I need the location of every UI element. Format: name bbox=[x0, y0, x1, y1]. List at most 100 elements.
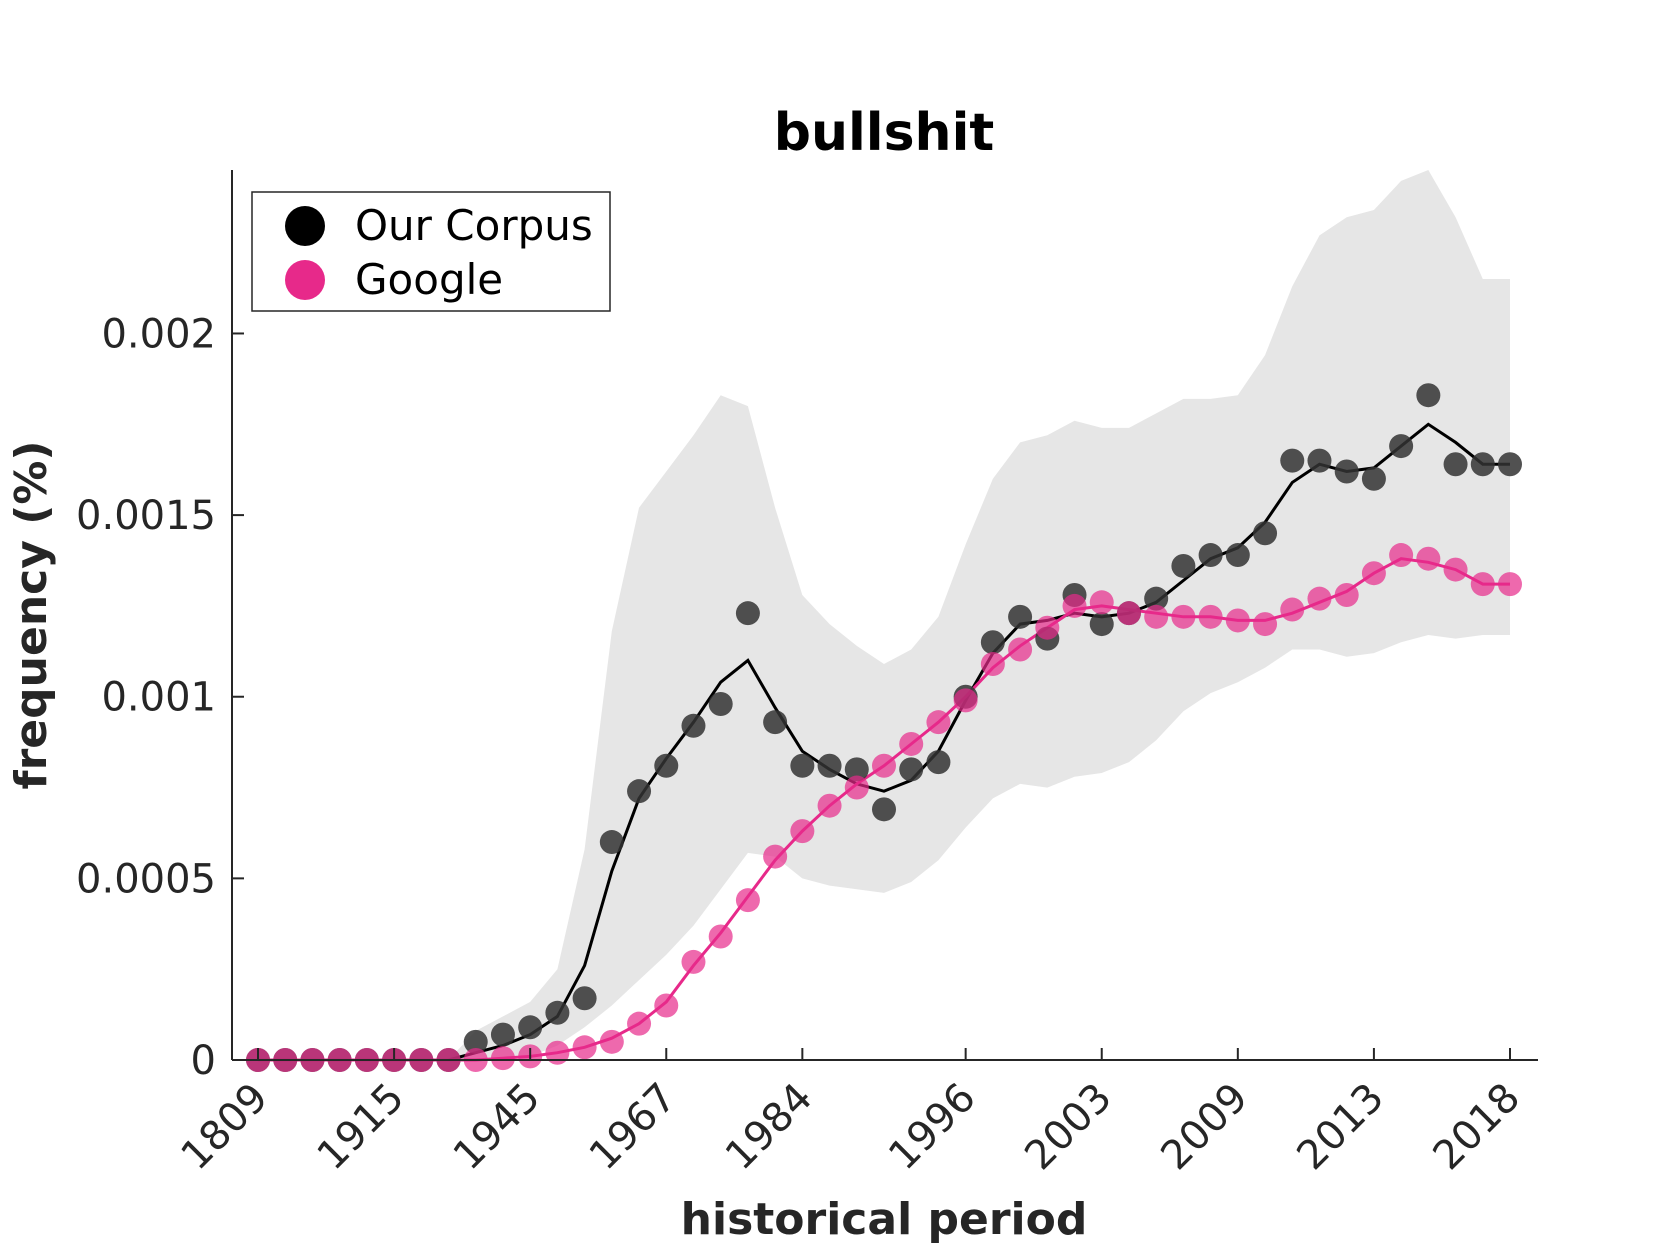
google-point bbox=[735, 888, 760, 913]
our-corpus-point bbox=[708, 692, 733, 716]
our-corpus-point bbox=[1008, 604, 1033, 629]
google-point bbox=[1443, 557, 1468, 582]
y-tick-label: 0.0015 bbox=[76, 493, 216, 539]
our-corpus-point bbox=[1361, 466, 1386, 491]
google-point bbox=[681, 949, 706, 974]
y-ticks: 0 0.0005 0.001 0.0015 0.002 bbox=[76, 311, 244, 1084]
our-corpus-point bbox=[572, 986, 597, 1011]
our-corpus-point bbox=[1253, 521, 1278, 546]
legend-marker-google bbox=[285, 260, 325, 300]
google-point bbox=[1416, 546, 1441, 571]
our-corpus-point bbox=[844, 757, 869, 782]
google-point bbox=[926, 710, 951, 735]
series-point-layer bbox=[246, 383, 1522, 1072]
google-point bbox=[1498, 572, 1522, 597]
google-point bbox=[1280, 597, 1305, 622]
x-tick-label: 2009 bbox=[1152, 1075, 1257, 1180]
our-corpus-point bbox=[1307, 448, 1332, 473]
google-point bbox=[1035, 615, 1060, 640]
y-tick-label: 0.0005 bbox=[76, 856, 216, 902]
our-corpus-point bbox=[1334, 459, 1359, 484]
our-corpus-point bbox=[627, 779, 652, 804]
our-corpus-point bbox=[980, 630, 1005, 655]
x-tick-label: 2003 bbox=[1016, 1075, 1121, 1180]
y-tick-label: 0.002 bbox=[101, 311, 216, 357]
our-corpus-point bbox=[1089, 612, 1114, 637]
our-corpus-point bbox=[1443, 452, 1468, 477]
google-point bbox=[1470, 572, 1495, 597]
google-point bbox=[1225, 608, 1250, 633]
our-corpus-point bbox=[817, 753, 842, 778]
axes bbox=[231, 170, 1538, 1061]
google-point bbox=[1171, 604, 1196, 629]
google-point bbox=[872, 753, 896, 778]
our-corpus-point bbox=[1171, 553, 1196, 578]
google-point bbox=[627, 1011, 652, 1036]
google-point bbox=[490, 1046, 515, 1071]
our-corpus-point bbox=[1198, 543, 1223, 568]
google-point bbox=[545, 1040, 570, 1065]
google-point bbox=[953, 688, 978, 713]
our-corpus-point bbox=[654, 753, 679, 778]
our-corpus-point bbox=[599, 830, 624, 855]
google-point bbox=[980, 652, 1005, 677]
google-point bbox=[599, 1029, 624, 1054]
x-tick-label: 2018 bbox=[1425, 1075, 1530, 1180]
google-point bbox=[763, 844, 788, 869]
legend-label-google: Google bbox=[355, 255, 503, 304]
x-tick-label: 2013 bbox=[1288, 1075, 1393, 1180]
x-tick-label: 1915 bbox=[309, 1075, 414, 1180]
our-corpus-point bbox=[1144, 586, 1169, 611]
chart-title: bullshit bbox=[774, 103, 995, 163]
google-point bbox=[1116, 601, 1141, 626]
y-tick-label: 0 bbox=[191, 1038, 216, 1084]
google-point bbox=[1198, 604, 1223, 629]
legend-label-our-corpus: Our Corpus bbox=[355, 201, 593, 250]
google-point bbox=[1089, 590, 1114, 615]
google-point bbox=[708, 924, 733, 949]
x-axis-label: historical period bbox=[681, 1194, 1088, 1245]
google-point bbox=[1389, 543, 1414, 568]
x-tick-label: 1945 bbox=[445, 1075, 550, 1180]
x-tick-label: 1809 bbox=[173, 1075, 278, 1180]
google-point bbox=[1361, 561, 1386, 586]
our-corpus-point bbox=[1389, 434, 1414, 459]
y-tick-label: 0.001 bbox=[101, 675, 216, 721]
our-corpus-point bbox=[1498, 452, 1522, 477]
google-point bbox=[1008, 637, 1033, 662]
our-corpus-point bbox=[763, 710, 788, 735]
our-corpus-point bbox=[926, 750, 951, 775]
legend: Our Corpus Google bbox=[251, 191, 611, 312]
google-point bbox=[817, 793, 842, 818]
legend-marker-our-corpus bbox=[285, 206, 325, 246]
google-point bbox=[572, 1035, 597, 1060]
x-tick-label: 1996 bbox=[880, 1075, 985, 1180]
google-point bbox=[1253, 612, 1278, 637]
our-corpus-point bbox=[1416, 383, 1441, 408]
google-point bbox=[1307, 586, 1332, 611]
our-corpus-point bbox=[463, 1029, 488, 1054]
x-tick-label: 1967 bbox=[581, 1075, 686, 1180]
google-point bbox=[1334, 583, 1359, 608]
our-corpus-point bbox=[1225, 543, 1250, 568]
our-corpus-point bbox=[790, 753, 815, 778]
google-point bbox=[899, 731, 924, 756]
our-corpus-point bbox=[872, 797, 896, 822]
our-corpus-point bbox=[1280, 448, 1305, 473]
google-point bbox=[844, 775, 869, 800]
our-corpus-point bbox=[735, 601, 760, 626]
google-point bbox=[654, 993, 679, 1018]
our-corpus-point bbox=[899, 757, 924, 782]
our-corpus-point bbox=[545, 1000, 570, 1025]
our-corpus-point bbox=[1470, 452, 1495, 477]
our-corpus-point bbox=[681, 713, 706, 738]
x-tick-label: 1984 bbox=[717, 1075, 822, 1180]
google-point bbox=[1062, 593, 1087, 618]
google-point bbox=[1144, 604, 1169, 629]
our-corpus-point bbox=[518, 1015, 543, 1040]
y-axis-label: frequency (%) bbox=[6, 440, 57, 789]
google-point bbox=[790, 819, 815, 844]
our-corpus-point bbox=[490, 1022, 515, 1047]
